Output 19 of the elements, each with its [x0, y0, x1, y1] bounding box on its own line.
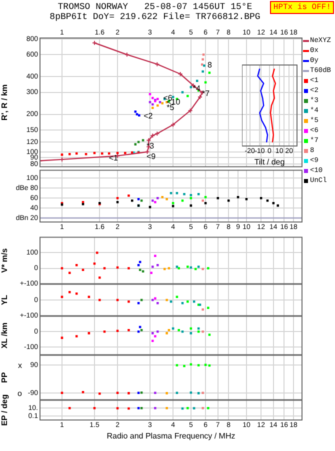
annotation: <2	[144, 112, 154, 121]
annotation: <1	[108, 154, 118, 163]
y-axis-title: XL /km	[0, 322, 10, 349]
x-axis-title: Tilt / deg	[254, 157, 285, 166]
annotation: *5	[166, 103, 175, 112]
annotation: *7	[202, 89, 210, 98]
text: x	[18, 361, 22, 370]
y-axis-title: PP	[0, 372, 10, 383]
y-axis-title: R', R / km	[0, 84, 10, 120]
annotation: <9	[146, 152, 156, 161]
y-axis-title: V* m/s	[0, 248, 10, 273]
text: o	[18, 388, 23, 398]
y-axis-title: YL	[0, 294, 10, 306]
annotation: 8	[208, 60, 213, 70]
text: HPTx is OFF!	[270, 1, 334, 14]
y-axis-title: EP / deg	[0, 394, 10, 426]
chart-subtitle: 8pBP6It DoY= 219.622 File= TR766812.BPG	[48, 12, 262, 22]
chart-title: TROMSO NORWAY 25-08-07 1456UT 15°E	[58, 2, 252, 12]
x-axis-title: Radio and Plasma Frequency / MHz	[106, 431, 236, 440]
